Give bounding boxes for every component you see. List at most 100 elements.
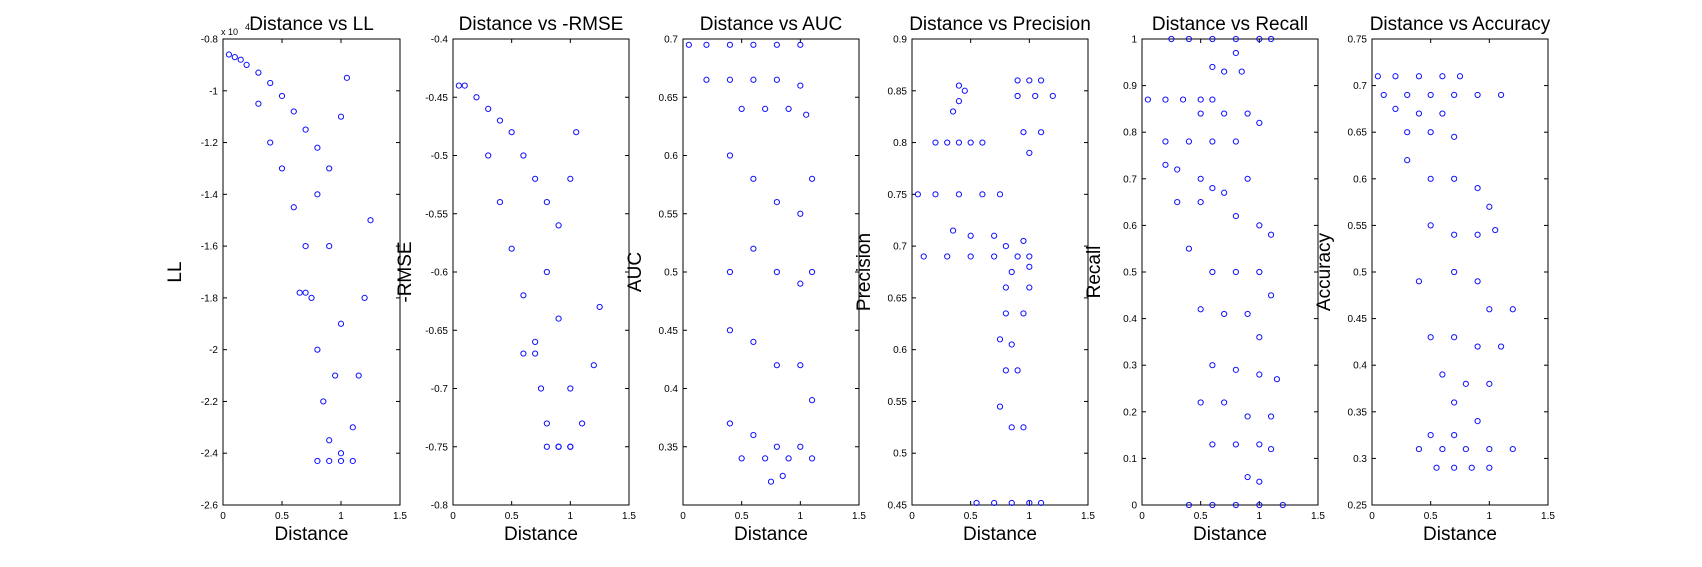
x-tick-label: 1.5 [393,511,407,522]
data-point [1267,445,1275,453]
data-point [797,41,804,48]
data-point [1451,399,1458,406]
y-tick-label: -0.75 [425,442,448,453]
data-point [949,227,957,234]
data-point [278,92,286,100]
data-point [1474,231,1481,238]
data-point [1497,91,1505,99]
x-axis-label: Distance [963,524,1037,545]
y-tick-label: 0.25 [1348,501,1368,512]
data-point [243,61,250,68]
data-point [355,372,362,379]
data-point [1486,380,1493,387]
data-point [1209,441,1216,448]
x-tick-label: 0 [1369,511,1375,522]
plot-frame [452,38,630,506]
data-point [590,362,597,369]
data-point [1209,185,1216,192]
y-multiplier-label: x 10 [221,27,238,37]
data-point [1474,278,1481,285]
data-point [1404,91,1411,99]
data-point [738,105,745,113]
data-point [1162,161,1169,168]
y-axis-label: LL [165,261,186,282]
data-point [337,457,345,465]
data-point [1209,362,1216,369]
data-point [726,420,734,427]
data-point [1256,501,1263,509]
y-tick-label: 0.5 [1123,268,1137,279]
x-tick-label: 1.5 [1541,511,1555,522]
y-tick-label: -0.8 [431,501,449,512]
data-point [1232,268,1239,276]
data-point [225,51,232,58]
y-axis-label: Recall [1084,246,1105,299]
data-point [949,108,957,115]
data-point [1221,189,1228,196]
data-point [1185,501,1193,509]
plot-frame [911,38,1089,506]
y-tick-label: -0.8 [201,35,219,46]
data-point [1185,245,1193,252]
plot-frame [1141,38,1319,506]
data-point [361,294,368,301]
data-point [1014,77,1021,84]
data-point [1392,105,1399,113]
data-point [326,243,333,250]
data-point [1032,92,1039,100]
data-point [803,111,810,118]
data-point [290,108,297,115]
y-tick-label: 0.45 [1348,314,1368,325]
data-point [485,152,492,159]
data-point [1474,185,1481,192]
data-point [555,443,562,450]
data-point [1014,92,1021,100]
y-tick-label: 0.4 [1123,314,1137,325]
y-tick-label: 0.5 [1353,268,1367,279]
data-points [914,77,1056,507]
data-point [1451,91,1458,99]
data-points [455,82,603,450]
data-point [1008,499,1015,507]
data-point [267,139,274,146]
data-point [1415,278,1423,285]
x-tick-label: 1.5 [1081,511,1095,522]
y-tick-label: 0.3 [1353,454,1367,465]
data-point [1474,418,1481,425]
data-point [1162,96,1169,103]
data-point [302,289,309,296]
data-point [932,139,939,146]
data-point [1244,473,1251,481]
data-point [1451,268,1458,276]
data-point [1267,35,1275,43]
data-point [1451,133,1458,140]
data-point [797,210,804,217]
data-point [1002,243,1009,250]
data-point [1026,499,1033,507]
data-point [508,129,515,136]
data-point [1232,212,1239,220]
data-point [1221,310,1228,318]
data-point [326,165,333,172]
data-point [578,420,586,427]
x-tick-label: 1 [1487,511,1493,522]
data-point [278,165,286,172]
y-tick-label: -1.4 [201,190,219,201]
y-tick-label: 0.85 [888,86,908,97]
y-tick-label: 0.5 [893,449,907,460]
data-point [520,152,527,159]
y-tick-label: 0.8 [1123,128,1137,139]
data-point [1232,501,1239,509]
y-multiplier-exponent: 4 [245,22,250,32]
data-point [1174,166,1181,173]
data-point [797,280,804,287]
y-tick-label: 0.65 [1348,128,1368,139]
data-point [1020,129,1027,136]
data-point [496,199,504,206]
data-point [726,152,734,159]
data-point [1162,138,1169,145]
data-point [1232,49,1239,57]
data-point [808,455,816,462]
data-point [1279,501,1286,509]
